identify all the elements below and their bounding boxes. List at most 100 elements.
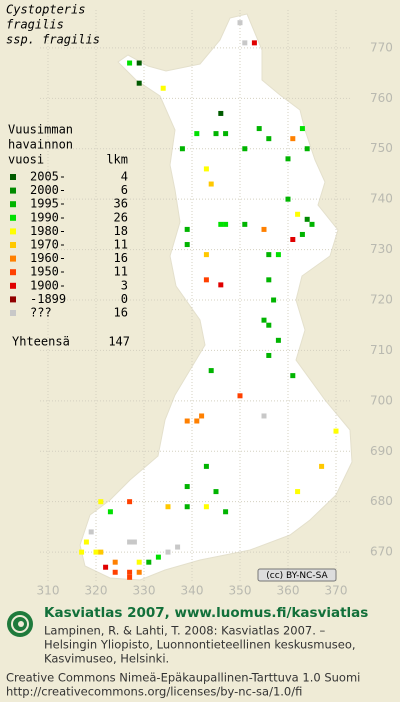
legend-swatch <box>10 242 16 248</box>
occurrence-square <box>242 221 248 227</box>
occurrence-square <box>165 549 171 555</box>
occurrence-square <box>155 554 161 560</box>
occurrence-square <box>242 40 248 46</box>
legend-count: 6 <box>121 183 128 197</box>
legend-swatch <box>10 228 16 235</box>
occurrence-square <box>290 136 296 142</box>
legend-count: 36 <box>114 197 128 211</box>
occurrence-square <box>223 131 229 137</box>
legend-swatch <box>10 269 16 276</box>
legend-count: 16 <box>114 306 128 320</box>
occurrence-square <box>256 126 262 132</box>
y-tick-label: 670 <box>370 545 393 559</box>
occurrence-square <box>208 181 214 187</box>
finland-outline <box>79 13 353 581</box>
occurrence-square <box>266 277 272 283</box>
occurrence-square <box>179 146 185 152</box>
occurrence-square <box>127 539 133 545</box>
occurrence-square <box>83 539 89 545</box>
occurrence-square <box>242 146 248 152</box>
occurrence-square <box>266 352 272 358</box>
title-block: Cystopteris fragilis ssp. fragilis <box>6 3 100 47</box>
occurrence-square <box>251 40 257 46</box>
occurrence-square <box>223 509 229 515</box>
map-layer <box>79 13 353 581</box>
occurrence-square <box>127 60 133 66</box>
y-tick-label: 680 <box>370 494 393 508</box>
legend-label: ??? <box>30 306 52 320</box>
occurrence-square <box>237 393 243 399</box>
legend-count: 3 <box>121 278 128 292</box>
occurrence-square <box>261 226 267 232</box>
occurrence-square <box>107 509 113 515</box>
x-tick-label: 320 <box>85 584 108 598</box>
occurrence-square <box>295 211 301 217</box>
legend-count: 16 <box>114 251 128 265</box>
legend-swatch <box>10 174 16 180</box>
occurrence-square <box>131 539 137 545</box>
occurrence-square <box>304 216 310 222</box>
occurrence-square <box>127 499 133 505</box>
occurrence-square <box>184 226 190 232</box>
occurrence-square <box>194 418 200 424</box>
occurrence-square <box>79 549 85 555</box>
occurrence-square <box>218 221 224 227</box>
y-tick-label: 690 <box>370 444 393 458</box>
legend-header: vuosi <box>8 153 44 167</box>
footer-citation: Helsingin Yliopisto, Luonnontieteellinen… <box>44 638 356 652</box>
occurrence-square <box>266 136 272 142</box>
legend-swatch <box>10 310 16 316</box>
occurrence-square <box>266 322 272 328</box>
occurrence-square <box>218 110 224 116</box>
occurrence-square <box>261 317 267 323</box>
x-tick-label: 360 <box>277 584 300 598</box>
occurrence-square <box>319 463 325 469</box>
footer-license: http://creativecommons.org/licenses/by-n… <box>6 685 302 699</box>
occurrence-square <box>165 504 171 510</box>
legend-count: 11 <box>114 238 128 252</box>
footer-citation: Lampinen, R. & Lahti, T. 2008: Kasviatla… <box>44 624 326 638</box>
cc-badge <box>257 568 337 582</box>
occurrence-square <box>285 196 291 202</box>
x-tick-label: 350 <box>229 584 252 598</box>
footer-citation: Kasvimuseo, Helsinki. <box>44 652 169 666</box>
legend-swatch <box>10 282 16 289</box>
occurrence-square <box>213 131 219 137</box>
legend-swatch <box>10 201 16 208</box>
occurrence-square <box>136 80 142 86</box>
legend-label: 1990- <box>30 210 66 224</box>
logo <box>7 611 33 637</box>
occurrence-square <box>194 131 200 137</box>
title-line: Cystopteris <box>6 3 85 17</box>
occurrence-square <box>203 504 209 510</box>
occurrence-square <box>93 549 99 555</box>
occurrence-square <box>266 252 272 258</box>
legend-label: 1960- <box>30 251 66 265</box>
occurrence-square <box>223 221 229 227</box>
legend-count: 0 <box>121 292 128 306</box>
occurrence-square <box>175 544 181 550</box>
legend-swatch <box>10 255 16 262</box>
occurrence-square <box>299 126 305 132</box>
occurrence-square <box>203 252 209 258</box>
cc-badge-text: (cc) BY-NC-SA <box>266 571 328 581</box>
occurrence-square <box>271 297 277 303</box>
occurrence-square <box>203 277 209 283</box>
occurrence-square <box>103 564 109 570</box>
occurrence-square <box>112 569 118 575</box>
legend-count: 4 <box>121 170 128 184</box>
legend-count: 26 <box>114 210 128 224</box>
occurrence-square <box>184 504 190 510</box>
occurrence-square <box>275 252 281 258</box>
occurrence-square <box>160 85 166 91</box>
x-tick-label: 330 <box>133 584 156 598</box>
occurrence-square <box>299 231 305 237</box>
title-line: fragilis <box>6 18 64 32</box>
occurrence-square <box>136 559 142 565</box>
occurrence-square <box>295 489 301 495</box>
occurrence-square <box>261 413 267 419</box>
occurrence-square <box>88 529 94 535</box>
legend-swatch <box>10 296 16 303</box>
x-tick-label: 340 <box>181 584 204 598</box>
